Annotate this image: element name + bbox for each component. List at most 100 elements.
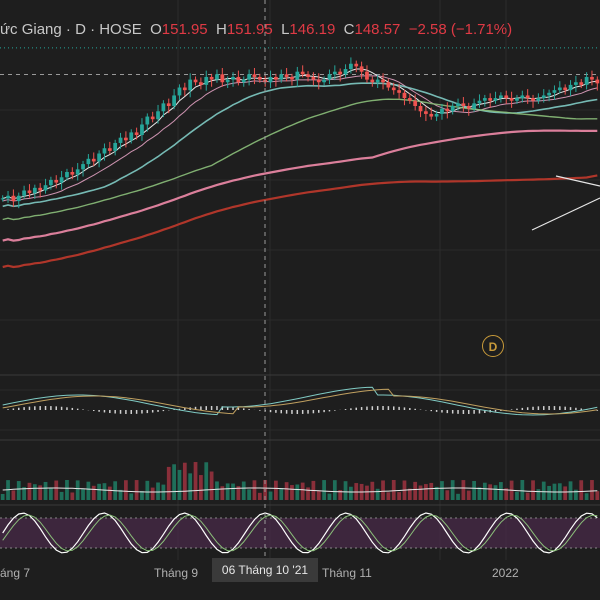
candle-body — [241, 79, 246, 83]
stochastic-k-line — [2, 512, 598, 554]
volume-bar — [209, 471, 214, 500]
dividend-event-marker[interactable]: D — [482, 335, 504, 357]
volume-bar — [461, 480, 466, 500]
ma-xxlong-line — [2, 174, 598, 269]
volume-bar — [590, 480, 594, 500]
candle-body — [466, 106, 471, 109]
volume-bar — [182, 462, 187, 500]
candle-body — [456, 103, 460, 106]
volume-bar — [327, 493, 332, 500]
volume-bar — [349, 486, 353, 500]
volume-bar — [257, 492, 262, 500]
candle-body — [515, 98, 519, 101]
candle-body — [124, 137, 128, 141]
volume-bar — [215, 481, 219, 500]
candle-body — [295, 71, 300, 80]
candle-body — [343, 69, 348, 75]
candle-body — [97, 153, 101, 162]
open-label: O — [150, 21, 162, 38]
volume-bar — [199, 475, 203, 500]
volume-bar — [332, 480, 337, 500]
volume-bar — [22, 487, 26, 500]
volume-bar — [584, 493, 589, 500]
volume-bar — [140, 490, 144, 500]
volume-bar — [306, 487, 310, 500]
candle-body — [359, 66, 364, 72]
volume-bar — [407, 488, 412, 500]
candle-body — [354, 63, 359, 67]
volume-bar — [322, 480, 326, 500]
candle-body — [349, 63, 353, 70]
volume-bar — [370, 481, 375, 500]
volume-bar — [386, 492, 391, 500]
candle-body — [327, 74, 332, 80]
candle-body — [520, 95, 525, 99]
candle-body — [204, 76, 209, 85]
candle-body — [461, 103, 466, 106]
candle-body — [381, 79, 385, 83]
ma-xlong-line — [2, 129, 598, 242]
volume-bar — [391, 480, 396, 500]
volume-pane — [0, 462, 600, 500]
volume-average-line — [2, 487, 598, 493]
volume-bar — [472, 480, 476, 500]
volume-bar — [300, 482, 305, 500]
candle-body — [445, 108, 450, 112]
candle-body — [290, 76, 294, 80]
candle-body — [43, 185, 48, 191]
candle-body — [370, 79, 375, 83]
ma-mid-line — [2, 75, 598, 202]
candle-body — [22, 190, 26, 196]
candle-body — [150, 116, 155, 120]
volume-bar — [91, 485, 96, 500]
candle-body — [488, 98, 493, 101]
trend-line-lower — [531, 197, 600, 231]
volume-bar — [204, 462, 209, 500]
volume-bar — [547, 485, 551, 500]
change-value: −2.58 (−1.71%) — [408, 21, 513, 38]
candle-body — [338, 71, 343, 75]
candle-body — [332, 71, 337, 75]
candle-body — [134, 132, 139, 136]
close-label: C — [343, 21, 355, 38]
volume-bar — [365, 485, 369, 500]
candle-body — [156, 111, 160, 120]
candle-body — [434, 113, 439, 117]
volume-bar — [338, 490, 343, 500]
candle-body — [140, 124, 144, 136]
candle-body — [59, 177, 64, 183]
close-value: 148.57 — [354, 21, 401, 38]
volume-bar — [166, 466, 171, 500]
volume-bar — [70, 492, 75, 500]
volume-bar — [231, 483, 235, 500]
volume-bar — [531, 480, 535, 500]
candle-body — [86, 158, 91, 165]
volume-bar — [27, 482, 32, 500]
candles — [0, 57, 600, 209]
candle-body — [113, 142, 118, 151]
low-value: 146.19 — [289, 21, 336, 38]
volume-bar — [316, 490, 321, 500]
volume-bar — [102, 483, 107, 500]
volume-bar — [520, 480, 525, 500]
candle-body — [81, 164, 85, 170]
candle-body — [365, 71, 369, 80]
volume-bar — [450, 480, 455, 500]
volume-bar — [43, 481, 48, 500]
volume-bar — [434, 486, 439, 500]
candle-body — [579, 82, 584, 85]
candle-body — [70, 172, 75, 175]
volume-bar — [504, 488, 509, 500]
candle-body — [472, 103, 476, 109]
candle-body — [27, 190, 32, 194]
candle-body — [397, 90, 401, 93]
candle-body — [107, 148, 112, 151]
volume-bar — [54, 480, 59, 500]
trend-lines — [531, 175, 600, 231]
candle-body — [225, 79, 230, 83]
candle-body — [236, 76, 241, 83]
macd-pane — [2, 386, 599, 416]
volume-bar — [418, 485, 423, 500]
candle-body — [536, 98, 541, 101]
